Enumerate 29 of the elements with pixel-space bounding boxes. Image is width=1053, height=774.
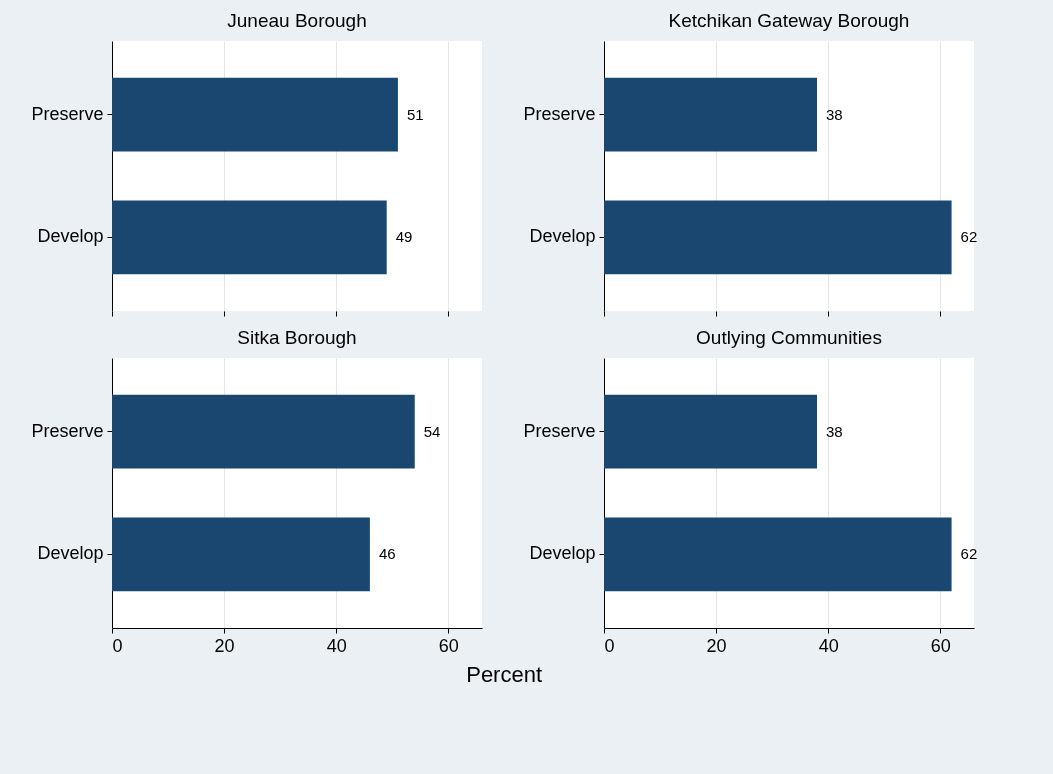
chart-title: Juneau Borough [227,10,367,31]
x-axis-title: Percent [466,662,543,687]
x-tick-label: 20 [706,635,727,656]
data-label: 54 [423,422,441,440]
chart-title: Sitka Borough [237,327,357,348]
data-label: 62 [960,545,978,563]
y-tick-label: Preserve [523,420,596,441]
x-tick-label: 60 [438,635,459,656]
x-tick-label: 40 [326,635,347,656]
x-tick-label: 20 [214,635,235,656]
y-tick-label: Develop [529,226,596,247]
x-tick-label: 60 [930,635,951,656]
y-tick-label: Develop [37,226,104,247]
data-label: 51 [406,105,424,123]
data-label: 46 [378,545,396,563]
data-label: 38 [826,422,843,440]
x-tick-label: 0 [112,635,123,656]
data-label: 49 [395,228,413,246]
chart-title: Outlying Communities [696,327,882,348]
y-tick-label: Develop [37,543,104,564]
y-tick-label: Preserve [31,103,104,124]
chart-title: Ketchikan Gateway Borough [668,10,910,31]
x-tick-label: 0 [604,635,615,656]
data-label: 62 [960,228,978,246]
y-tick-label: Preserve [31,420,104,441]
data-label: 38 [826,105,843,123]
y-tick-label: Develop [529,543,596,564]
y-tick-label: Preserve [523,103,596,124]
x-tick-label: 40 [818,635,839,656]
